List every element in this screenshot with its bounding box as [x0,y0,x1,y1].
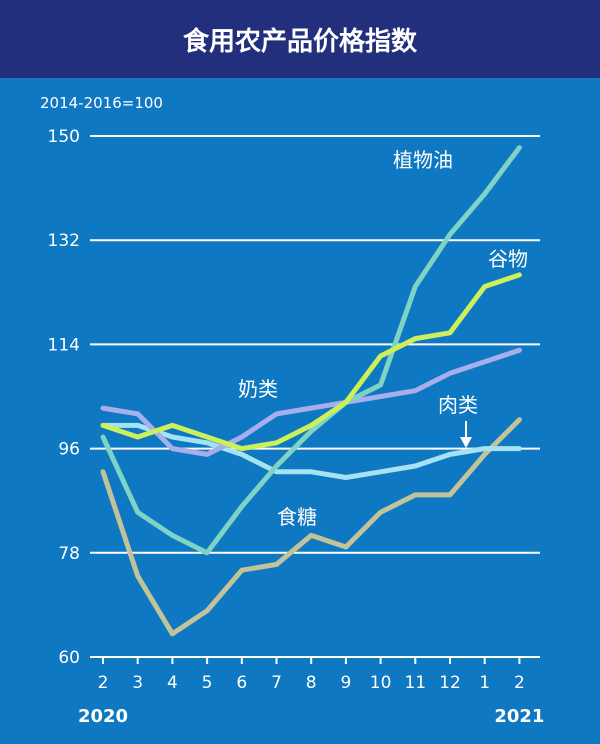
series-label-sugar: 食糖 [277,505,317,529]
y-tick-label: 132 [48,231,80,251]
x-tick-label: 2 [98,673,109,693]
x-tick-label: 9 [340,673,351,693]
x-tick-label: 6 [236,673,247,693]
base-note: 2014-2016=100 [40,94,163,112]
series-lines [100,145,522,637]
x-tick-label: 12 [439,673,461,693]
year-labels: 2020 2021 [78,706,545,727]
y-tick-labels: 60 78 96 114 132 150 [48,127,80,668]
y-tick-label: 114 [48,335,80,355]
series-line-0 [100,145,522,556]
x-tick-label: 5 [202,673,213,693]
title-bar [0,0,600,78]
chart-title: 食用农产品价格指数 [183,26,418,57]
y-tick-label: 96 [58,440,80,460]
x-tick-label: 11 [404,673,426,693]
series-label-meat: 肉类 [438,393,478,417]
x-tick-label: 2 [514,673,525,693]
x-tick-label: 3 [132,673,143,693]
year-label: 2021 [494,706,544,727]
y-tick-label: 150 [48,127,80,147]
year-label: 2020 [78,706,128,727]
series-line-1 [100,272,522,452]
x-tick-label: 10 [370,673,392,693]
series-line-4 [100,417,522,637]
series-label-vegetable-oil: 植物油 [393,148,453,172]
series-label-cereals: 谷物 [488,247,528,271]
series-label-dairy: 奶类 [238,377,278,401]
x-tick-label: 1 [479,673,490,693]
x-tick-label: 4 [167,673,178,693]
y-tick-label: 60 [58,648,80,668]
series-line-3 [100,422,522,480]
series-line-2 [100,347,522,457]
x-tick-labels: 2 3 4 5 6 7 8 9 10 11 12 1 2 [98,673,525,693]
meat-pointer-arrow [460,421,472,448]
x-tick-label: 8 [306,673,317,693]
y-tick-label: 78 [58,544,80,564]
grid-lines [90,135,540,664]
x-tick-label: 7 [271,673,282,693]
